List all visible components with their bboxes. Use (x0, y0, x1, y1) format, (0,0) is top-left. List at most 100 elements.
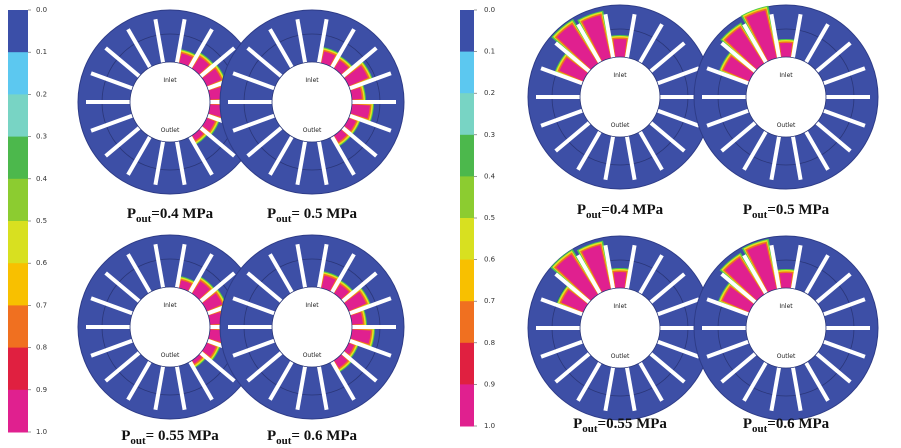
caption-symbol: P (121, 428, 130, 444)
panel-caption: Pout= 0.55 MPa (121, 428, 219, 447)
caption-text: = 0.6 MPa (291, 428, 357, 444)
blade (540, 66, 584, 86)
blade (638, 23, 664, 64)
blade (199, 46, 236, 78)
blade (790, 13, 803, 58)
colorbar-segment (460, 259, 474, 302)
blade (649, 121, 686, 153)
blade (706, 108, 750, 128)
outlet-label: Outlet (303, 352, 322, 359)
panel-caption: Pout=0.4 MPa (577, 202, 664, 221)
blade (232, 71, 276, 91)
cavity-contour (334, 284, 349, 300)
blade (153, 18, 166, 63)
colorbar-segment (8, 136, 28, 180)
colorbar-label: 0.7 (484, 297, 495, 305)
colorbar-segment (8, 94, 28, 138)
blade (742, 23, 768, 64)
blade (232, 338, 276, 358)
caption-text: =0.4 MPa (151, 206, 213, 222)
blade (769, 13, 782, 58)
colorbar-segment (460, 384, 474, 427)
blade (174, 243, 187, 288)
blade (104, 46, 141, 78)
blade (540, 339, 584, 359)
blade (153, 366, 166, 411)
blade (174, 141, 187, 186)
blade (554, 352, 591, 384)
caption-symbol: P (577, 202, 586, 218)
cavity-contour (334, 129, 347, 142)
colorbar-segment (8, 178, 28, 222)
cavity-contour (192, 281, 210, 300)
cavity-contour (613, 39, 627, 58)
blade (576, 361, 602, 402)
blade (268, 253, 294, 294)
hub (129, 286, 211, 368)
blade (804, 130, 830, 171)
blade (295, 243, 308, 288)
colorbar-segment (460, 176, 474, 219)
blade (341, 46, 378, 78)
cavity-contour (208, 312, 222, 325)
blade (348, 296, 392, 316)
hub (271, 286, 353, 368)
caption-subscript: out (276, 213, 292, 225)
outlet-label: Outlet (303, 127, 322, 134)
blade (188, 135, 214, 176)
cavity-contour (722, 287, 754, 313)
colorbar-segment (460, 93, 474, 136)
blade (199, 351, 236, 383)
colorbar-label: 0.2 (484, 89, 495, 97)
blade (330, 360, 356, 401)
cavity-contour (344, 65, 368, 87)
blade (576, 130, 602, 171)
blade (603, 367, 616, 412)
colorbar-label: 0.4 (484, 172, 496, 180)
panel-caption: Pout= 0.6 MPa (267, 428, 358, 447)
colorbar-label: 0.7 (36, 301, 47, 309)
blade (295, 18, 308, 63)
colorbar-label: 0.0 (36, 6, 47, 14)
caption-text: =0.4 MPa (601, 202, 663, 218)
colorbar-label: 0.8 (484, 339, 495, 347)
blade (104, 351, 141, 383)
cavity-contour (344, 342, 355, 355)
blade (706, 297, 750, 317)
outlet-label: Outlet (161, 352, 180, 359)
blade (822, 108, 866, 128)
cavity-contour (344, 291, 367, 312)
panel-caption: Pout= 0.5 MPa (267, 206, 358, 225)
caption-subscript: out (136, 213, 152, 225)
colorbar-segment (8, 389, 28, 433)
cavity-contour (321, 275, 336, 292)
caption-text: =0.55 MPa (598, 416, 668, 432)
blade (649, 272, 686, 304)
colorbar-segment (8, 305, 28, 349)
panel-caption: Pout=0.4 MPa (127, 206, 214, 225)
colorbar-label: 0.3 (484, 131, 495, 139)
blade (341, 351, 378, 383)
blade (822, 66, 866, 86)
blade (90, 71, 134, 91)
blade (90, 296, 134, 316)
blade (540, 108, 584, 128)
caption-symbol: P (267, 206, 276, 222)
cavity-contour (561, 289, 588, 313)
blade (720, 272, 757, 304)
blade (804, 254, 830, 295)
blade (295, 366, 308, 411)
caption-text: =0.5 MPa (767, 202, 829, 218)
blade (341, 271, 378, 303)
cavity-contour (179, 280, 192, 292)
cavity-contour (559, 57, 588, 82)
cavity-contour (192, 57, 210, 75)
blade (268, 360, 294, 401)
blade (603, 13, 616, 58)
blade (348, 113, 392, 133)
caption-text: = 0.5 MPa (291, 206, 357, 222)
cavity-contour (202, 342, 216, 357)
blade (188, 253, 214, 294)
colorbar-label: 0.8 (36, 344, 47, 352)
colorbar-segment (460, 218, 474, 261)
